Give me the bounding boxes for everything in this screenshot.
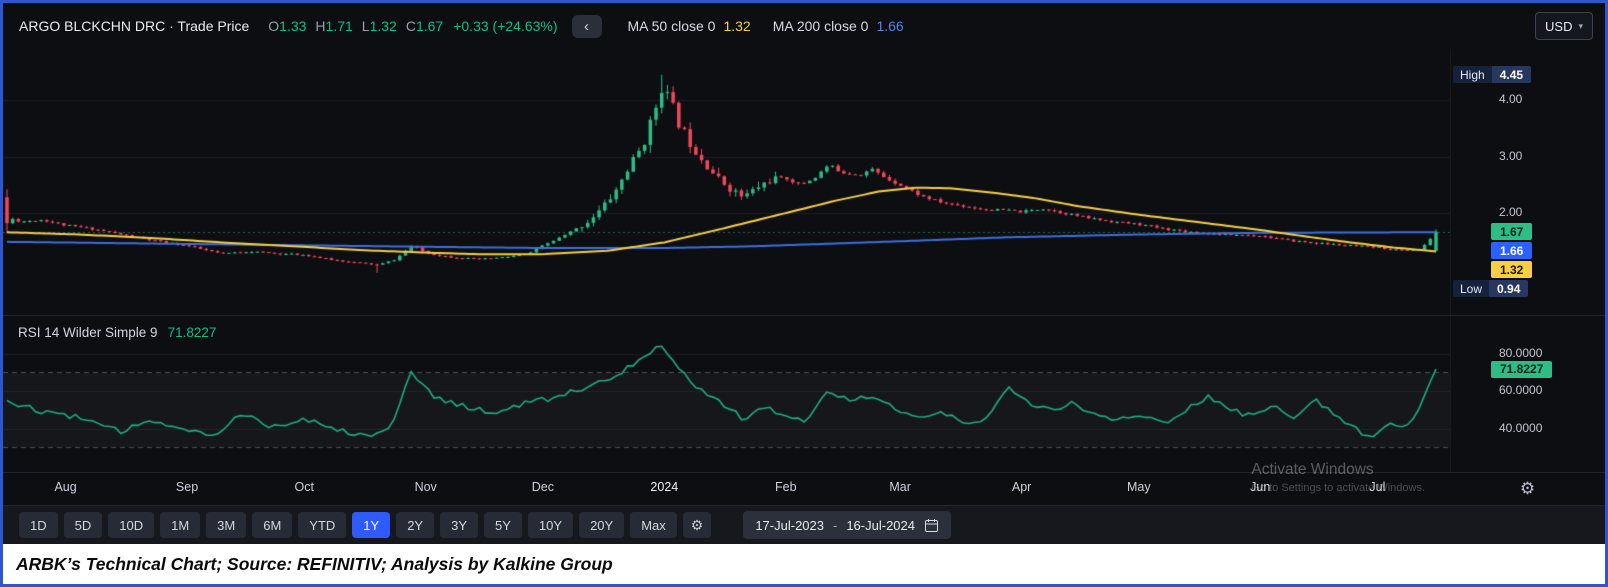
range-button-20y[interactable]: 20Y bbox=[579, 512, 625, 538]
time-axis-labels: Aug Sep Oct Nov Dec 2024 Feb Mar Apr May… bbox=[3, 473, 1450, 505]
price-pane: High 4.45 4.00 3.00 2.00 1.67 1.66 1.32 … bbox=[3, 49, 1605, 316]
rsi-value: 71.8227 bbox=[167, 325, 217, 340]
chart-header: ARGO BLCKCHN DRC · Trade Price O 1.33 H … bbox=[3, 3, 1605, 49]
range-button-1d[interactable]: 1D bbox=[19, 512, 58, 538]
chart-settings-button[interactable]: ⚙ bbox=[682, 512, 712, 538]
legend-collapse-button[interactable]: ‹ bbox=[571, 14, 602, 38]
ma50-label: MA 50 close 0 bbox=[627, 18, 716, 34]
axis-settings-gear-icon[interactable]: ⚙ bbox=[1519, 479, 1536, 498]
close-value: 1.67 bbox=[415, 18, 444, 34]
range-button-1y[interactable]: 1Y bbox=[352, 512, 391, 538]
month-label: Jul bbox=[1369, 480, 1386, 494]
range-toolbar: 1D 5D 10D 1M 3M 6M YTD 1Y 2Y 3Y 5Y 10Y 2… bbox=[3, 506, 1605, 544]
price-tick: 4.00 bbox=[1499, 92, 1523, 107]
low-label: L bbox=[361, 18, 370, 34]
rsi-tick: 40.0000 bbox=[1499, 420, 1543, 435]
period-high-label: High bbox=[1453, 66, 1492, 84]
chevron-down-icon: ▾ bbox=[1578, 20, 1583, 31]
period-low-badge: Low 0.94 bbox=[1453, 280, 1529, 298]
chart-legend: ARGO BLCKCHN DRC · Trade Price O 1.33 H … bbox=[19, 14, 904, 38]
ma50-price-badge-value: 1.32 bbox=[1500, 262, 1524, 277]
range-button-10d[interactable]: 10D bbox=[108, 512, 155, 538]
currency-dropdown[interactable]: USD ▾ bbox=[1535, 12, 1593, 40]
rsi-axis[interactable]: 80.0000 60.0000 40.0000 71.8227 bbox=[1450, 316, 1605, 472]
range-button-max[interactable]: Max bbox=[630, 512, 677, 538]
ma200-value: 1.66 bbox=[876, 18, 904, 34]
caption-bar: ARBK’s Technical Chart; Source: REFINITI… bbox=[3, 544, 1605, 584]
range-button-1m[interactable]: 1M bbox=[160, 512, 201, 538]
symbol-title[interactable]: ARGO BLCKCHN DRC · Trade Price bbox=[19, 18, 250, 34]
month-label: Jun bbox=[1250, 480, 1271, 494]
rsi-label: RSI 14 Wilder Simple 9 bbox=[18, 325, 158, 340]
low-value: 1.32 bbox=[369, 18, 397, 34]
month-label: Aug bbox=[54, 480, 77, 494]
last-price-badge-value: 1.67 bbox=[1500, 224, 1524, 239]
rsi-pane: RSI 14 Wilder Simple 9 71.8227 80.0000 6… bbox=[3, 316, 1605, 473]
caption-text: ARBK’s Technical Chart; Source: REFINITI… bbox=[16, 553, 613, 574]
chevron-left-icon: ‹ bbox=[584, 17, 590, 35]
ma200-price-badge-value: 1.66 bbox=[1500, 243, 1524, 258]
ma200-label: MA 200 close 0 bbox=[772, 18, 869, 34]
period-high-badge: High 4.45 bbox=[1453, 66, 1532, 84]
date-range-picker[interactable]: 17-Jul-2023 - 16-Jul-2024 bbox=[743, 511, 951, 539]
range-button-5y[interactable]: 5Y bbox=[484, 512, 522, 538]
month-label: Sep bbox=[175, 480, 199, 494]
ma50-legend[interactable]: MA 50 close 0 1.32 bbox=[628, 18, 751, 34]
range-button-3y[interactable]: 3Y bbox=[440, 512, 479, 538]
period-low-value: 0.94 bbox=[1489, 280, 1529, 298]
month-label: Nov bbox=[414, 480, 437, 494]
open-value: 1.33 bbox=[279, 18, 307, 34]
month-label: May bbox=[1126, 480, 1151, 494]
high-label: H bbox=[315, 18, 326, 34]
gear-icon: ⚙ bbox=[690, 516, 704, 533]
range-button-2y[interactable]: 2Y bbox=[396, 512, 435, 538]
month-label: Mar bbox=[889, 480, 911, 494]
currency-value: USD bbox=[1545, 18, 1573, 34]
ma50-value: 1.32 bbox=[723, 18, 751, 34]
date-separator: - bbox=[832, 517, 838, 533]
range-button-3m[interactable]: 3M bbox=[206, 512, 247, 538]
high-value: 1.71 bbox=[325, 18, 353, 34]
open-label: O bbox=[268, 18, 280, 34]
ma200-price-badge: 1.66 bbox=[1491, 242, 1533, 260]
rsi-tick: 60.0000 bbox=[1499, 383, 1543, 398]
price-tick: 3.00 bbox=[1499, 148, 1523, 163]
rsi-canvas[interactable] bbox=[3, 316, 1450, 472]
ma50-price-badge: 1.32 bbox=[1491, 261, 1533, 279]
trading-chart-app: ARGO BLCKCHN DRC · Trade Price O 1.33 H … bbox=[3, 3, 1605, 544]
change-value: +0.33 (+24.63%) bbox=[453, 18, 558, 34]
ma200-legend[interactable]: MA 200 close 0 1.66 bbox=[773, 18, 904, 34]
month-label: Feb bbox=[775, 480, 797, 494]
calendar-icon bbox=[924, 518, 938, 532]
range-button-5d[interactable]: 5D bbox=[63, 512, 103, 538]
ohlc-readout: O 1.33 H 1.71 L 1.32 C 1.67 +0.33 (+24.6… bbox=[259, 18, 557, 34]
rsi-value-badge-value: 71.8227 bbox=[1500, 362, 1544, 377]
rsi-value-badge: 71.8227 bbox=[1491, 360, 1553, 378]
range-button-ytd[interactable]: YTD bbox=[298, 512, 347, 538]
date-to: 16-Jul-2024 bbox=[846, 517, 915, 533]
rsi-tick: 80.0000 bbox=[1499, 345, 1543, 360]
period-high-value: 4.45 bbox=[1491, 66, 1532, 84]
month-label: Dec bbox=[531, 480, 554, 494]
range-button-6m[interactable]: 6M bbox=[252, 512, 293, 538]
month-label: Apr bbox=[1011, 480, 1032, 494]
price-axis[interactable]: High 4.45 4.00 3.00 2.00 1.67 1.66 1.32 … bbox=[1450, 49, 1605, 315]
rsi-legend[interactable]: RSI 14 Wilder Simple 9 71.8227 bbox=[18, 325, 216, 340]
close-label: C bbox=[405, 18, 416, 34]
last-price-badge: 1.67 bbox=[1491, 223, 1533, 241]
price-tick: 2.00 bbox=[1499, 205, 1523, 220]
year-label: 2024 bbox=[650, 480, 679, 494]
time-axis[interactable]: Aug Sep Oct Nov Dec 2024 Feb Mar Apr May… bbox=[3, 473, 1605, 506]
period-low-label: Low bbox=[1453, 280, 1490, 298]
axis-corner: ⚙ bbox=[1450, 473, 1605, 505]
range-button-10y[interactable]: 10Y bbox=[527, 512, 574, 538]
month-label: Oct bbox=[294, 480, 314, 494]
price-canvas[interactable] bbox=[3, 49, 1450, 315]
date-from: 17-Jul-2023 bbox=[755, 517, 824, 533]
